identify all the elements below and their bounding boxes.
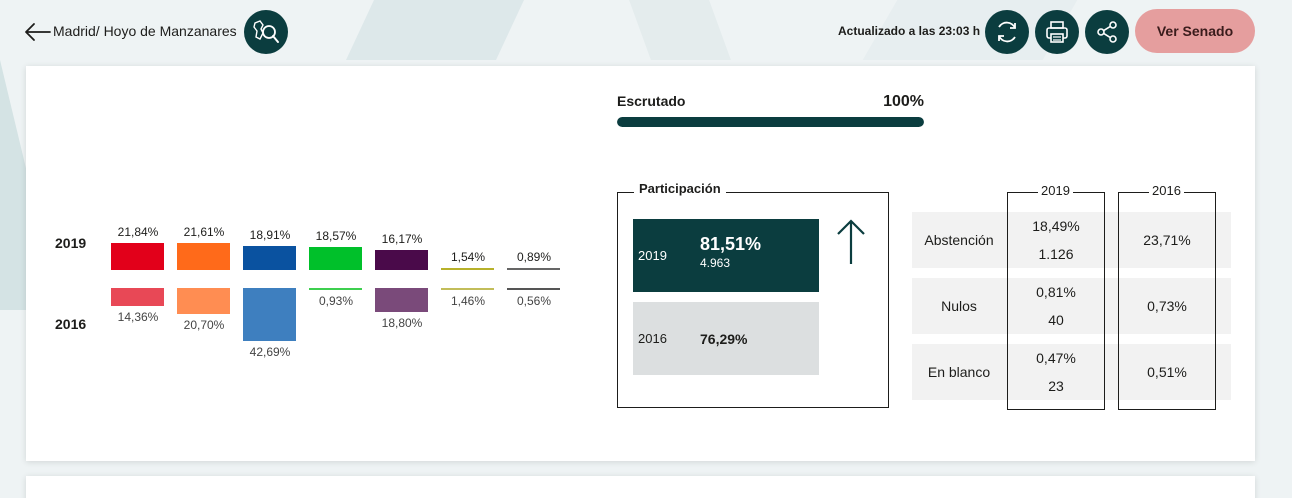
bar-2019[interactable] — [507, 268, 560, 270]
cell-num-2019: 1.126 — [1038, 246, 1074, 262]
cell-num-2019: 40 — [1048, 312, 1064, 328]
participacion-percent: 76,29% — [700, 331, 748, 347]
print-button[interactable] — [1035, 10, 1079, 54]
row-label-nulos: Nulos — [941, 298, 977, 314]
bar-2016[interactable] — [177, 288, 230, 314]
cell-pct-2019: 18,49% — [1032, 218, 1080, 234]
table-row — [912, 344, 1231, 400]
bar-label-2019: 21,84% — [117, 225, 159, 239]
row-label-abstencion: Abstención — [924, 232, 994, 248]
column-header-2016: 2016 — [1147, 183, 1186, 198]
cell-pct-2019: 0,47% — [1036, 350, 1076, 366]
bar-label-2019: 18,91% — [249, 228, 291, 242]
bar-2016[interactable] — [375, 288, 428, 312]
bar-label-2016: 20,70% — [183, 318, 225, 332]
next-card — [26, 476, 1255, 498]
share-button[interactable] — [1085, 10, 1129, 54]
print-icon — [1046, 21, 1068, 43]
participacion-votes: 4.963 — [700, 256, 731, 270]
bar-label-2016: 1,46% — [450, 294, 486, 308]
escrutado-progress-fill — [617, 117, 924, 127]
participacion-year: 2019 — [638, 248, 667, 263]
bar-label-2016: 0,56% — [516, 294, 552, 308]
year-label-2016: 2016 — [55, 316, 87, 332]
bar-label-2016: 14,36% — [117, 310, 159, 324]
escrutado-value: 100% — [883, 93, 924, 110]
refresh-button[interactable] — [985, 10, 1029, 54]
arrow-up-icon — [836, 218, 866, 266]
bar-2016[interactable] — [309, 288, 362, 290]
participacion-year: 2016 — [638, 331, 667, 346]
bar-label-2016: 0,93% — [318, 294, 354, 308]
column-header-2019: 2019 — [1036, 183, 1075, 198]
cell-pct-2016: 0,51% — [1147, 364, 1187, 380]
column-header-2019-text: 2019 — [1038, 183, 1073, 198]
bar-label-2019: 1,54% — [450, 250, 486, 264]
participacion-percent: 81,51% — [700, 234, 762, 254]
cell-num-2019: 23 — [1048, 378, 1064, 394]
update-time: Actualizado a las 23:03 h — [838, 24, 981, 38]
bar-label-2019: 18,57% — [315, 229, 357, 243]
back-arrow-icon[interactable] — [24, 22, 52, 42]
bar-2016[interactable] — [111, 288, 164, 306]
cell-pct-2016: 0,73% — [1147, 298, 1187, 314]
participacion-2019: 2019 81,51% 4.963 — [633, 219, 819, 292]
bar-label-2016: 18,80% — [381, 316, 423, 330]
year-label-2019: 2019 — [55, 235, 87, 251]
bar-2019[interactable] — [177, 243, 230, 270]
bar-2019[interactable] — [441, 268, 494, 270]
bar-label-2019: 16,17% — [381, 232, 423, 246]
bar-2019[interactable] — [309, 247, 362, 270]
bar-label-2019: 21,61% — [183, 225, 225, 239]
bar-2019[interactable] — [375, 250, 428, 270]
ver-senado-button[interactable]: Ver Senado — [1135, 9, 1255, 53]
bar-2016[interactable] — [507, 288, 560, 290]
bar-label-2016: 42,69% — [249, 345, 291, 359]
top-bar: Madrid/ Hoyo de Manzanares Actualizado a… — [0, 0, 1292, 64]
bar-label-2019: 0,89% — [516, 250, 552, 264]
participacion-title: Participación — [634, 181, 726, 196]
participacion-box — [617, 192, 889, 408]
table-row — [912, 278, 1231, 334]
breadcrumb[interactable]: Madrid/ Hoyo de Manzanares — [53, 23, 237, 39]
map-search-button[interactable] — [244, 10, 288, 54]
table-row — [912, 212, 1231, 268]
escrutado-label: Escrutado — [617, 93, 686, 109]
bar-2016[interactable] — [441, 288, 494, 290]
column-header-2016-text: 2016 — [1149, 183, 1184, 198]
bar-2016[interactable] — [243, 288, 296, 341]
cell-pct-2016: 23,71% — [1143, 232, 1191, 248]
map-search-icon — [253, 20, 279, 43]
bar-2019[interactable] — [111, 243, 164, 270]
cell-pct-2019: 0,81% — [1036, 284, 1076, 300]
bar-2019[interactable] — [243, 246, 296, 270]
refresh-icon — [998, 21, 1016, 43]
escrutado-progress-bar — [617, 117, 924, 127]
participacion-2016: 2016 76,29% — [633, 302, 819, 375]
row-label-en-blanco: En blanco — [927, 364, 991, 380]
share-icon — [1097, 21, 1117, 43]
